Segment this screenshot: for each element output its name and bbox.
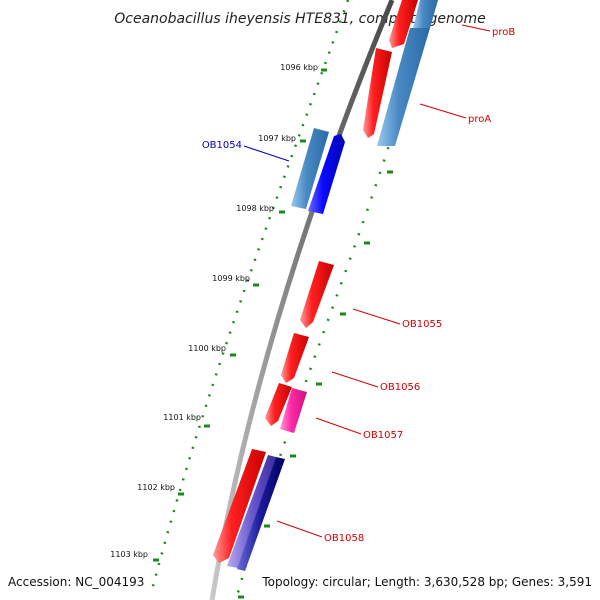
scale-label: 1096 kbp (280, 63, 318, 72)
scale-label: 1103 kbp (110, 550, 148, 559)
outer-scale-ruler (234, 109, 402, 600)
cog-bar-ob1058-purple (227, 455, 276, 568)
map-title: Oceanobacillus iheyensis HTE831, complet… (114, 11, 485, 27)
scale-label: 1098 kbp (236, 204, 274, 213)
gene-ob1057-arrow (280, 388, 307, 433)
gene-proa-arrow (363, 48, 392, 138)
gene-label-proa: proA (468, 114, 491, 125)
cog-bar-top (413, 0, 438, 28)
outer-ticks (238, 170, 393, 599)
gene-ob1056-arrow (281, 333, 309, 383)
scale-label: 1099 kbp (212, 274, 250, 283)
gene-label-ob1058: OB1058 (324, 533, 364, 544)
scale-label: 1100 kbp (188, 344, 226, 353)
cog-bar-proa (377, 28, 430, 146)
gene-ob1055-arrow (300, 261, 334, 328)
cog-bar-ob1054 (291, 128, 329, 209)
cog-bar-ob1058-navy (237, 457, 285, 571)
scale-label: 1097 kbp (258, 134, 296, 143)
gene-labels: proB proA OB1054 OB1055 OB1056 OB1057 OB… (202, 24, 515, 544)
genome-summary-text: Topology: circular; Length: 3,630,528 bp… (261, 575, 592, 589)
genome-backbone (209, 0, 395, 600)
gene-label-ob1057: OB1057 (363, 430, 403, 441)
major-ticks (153, 68, 327, 562)
gene-ob1058-arrow (213, 449, 266, 563)
gene-label-ob1056: OB1056 (380, 382, 420, 393)
accession-text: Accession: NC_004193 (8, 575, 144, 589)
gene-label-prob: proB (492, 27, 515, 38)
scale-labels: 1096 kbp 1097 kbp 1098 kbp 1099 kbp 1100… (110, 63, 318, 559)
gene-ob1054-arrow (308, 134, 345, 214)
gene-label-ob1055: OB1055 (402, 319, 442, 330)
scale-label: 1102 kbp (137, 483, 175, 492)
gene-features (213, 0, 438, 571)
scale-label: 1101 kbp (163, 413, 201, 422)
gene-label-ob1054: OB1054 (202, 140, 242, 151)
gene-probB-arrow (389, 0, 418, 48)
gene-small-arrow (265, 383, 292, 426)
